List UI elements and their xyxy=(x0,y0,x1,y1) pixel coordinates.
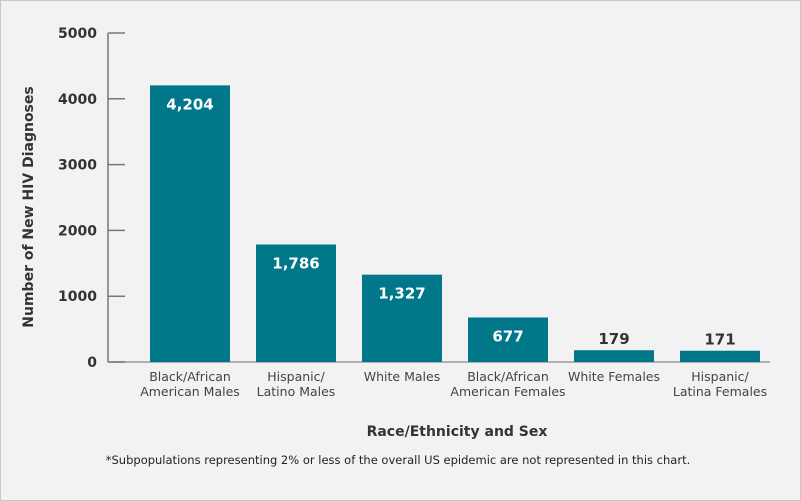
footnote: *Subpopulations representing 2% or less … xyxy=(106,453,690,467)
y-tick-label: 0 xyxy=(87,355,97,371)
data-label: 1,786 xyxy=(272,254,319,272)
x-tick-label: Hispanic/ xyxy=(691,369,749,384)
x-tick-label: American Females xyxy=(450,384,565,399)
y-axis-label: Number of New HIV Diagnoses xyxy=(21,86,37,327)
x-tick-label: Latina Females xyxy=(673,384,767,399)
x-tick-label: American Males xyxy=(140,384,240,399)
bar xyxy=(362,274,442,362)
data-label: 4,204 xyxy=(166,95,213,113)
bar xyxy=(574,350,654,362)
data-label: 677 xyxy=(492,327,523,345)
x-tick-label: Latino Males xyxy=(257,384,336,399)
bar xyxy=(150,85,230,362)
y-tick-label: 2000 xyxy=(58,223,97,239)
y-tick-label: 3000 xyxy=(58,158,97,174)
data-label: 1,327 xyxy=(378,285,425,303)
bar xyxy=(680,350,760,362)
bar xyxy=(468,317,548,362)
x-axis-label: Race/Ethnicity and Sex xyxy=(367,424,548,440)
y-tick-label: 4000 xyxy=(58,92,97,108)
y-tick-label: 1000 xyxy=(58,289,97,305)
data-label: 179 xyxy=(598,330,629,348)
data-label: 171 xyxy=(704,331,735,349)
x-tick-label: Black/African xyxy=(149,369,231,384)
x-tick-label: Black/African xyxy=(467,369,549,384)
bar xyxy=(256,244,336,362)
x-tick-label: White Males xyxy=(364,369,440,384)
x-tick-label: Hispanic/ xyxy=(267,369,325,384)
y-tick-label: 5000 xyxy=(58,26,97,42)
x-tick-label: White Females xyxy=(568,369,660,384)
